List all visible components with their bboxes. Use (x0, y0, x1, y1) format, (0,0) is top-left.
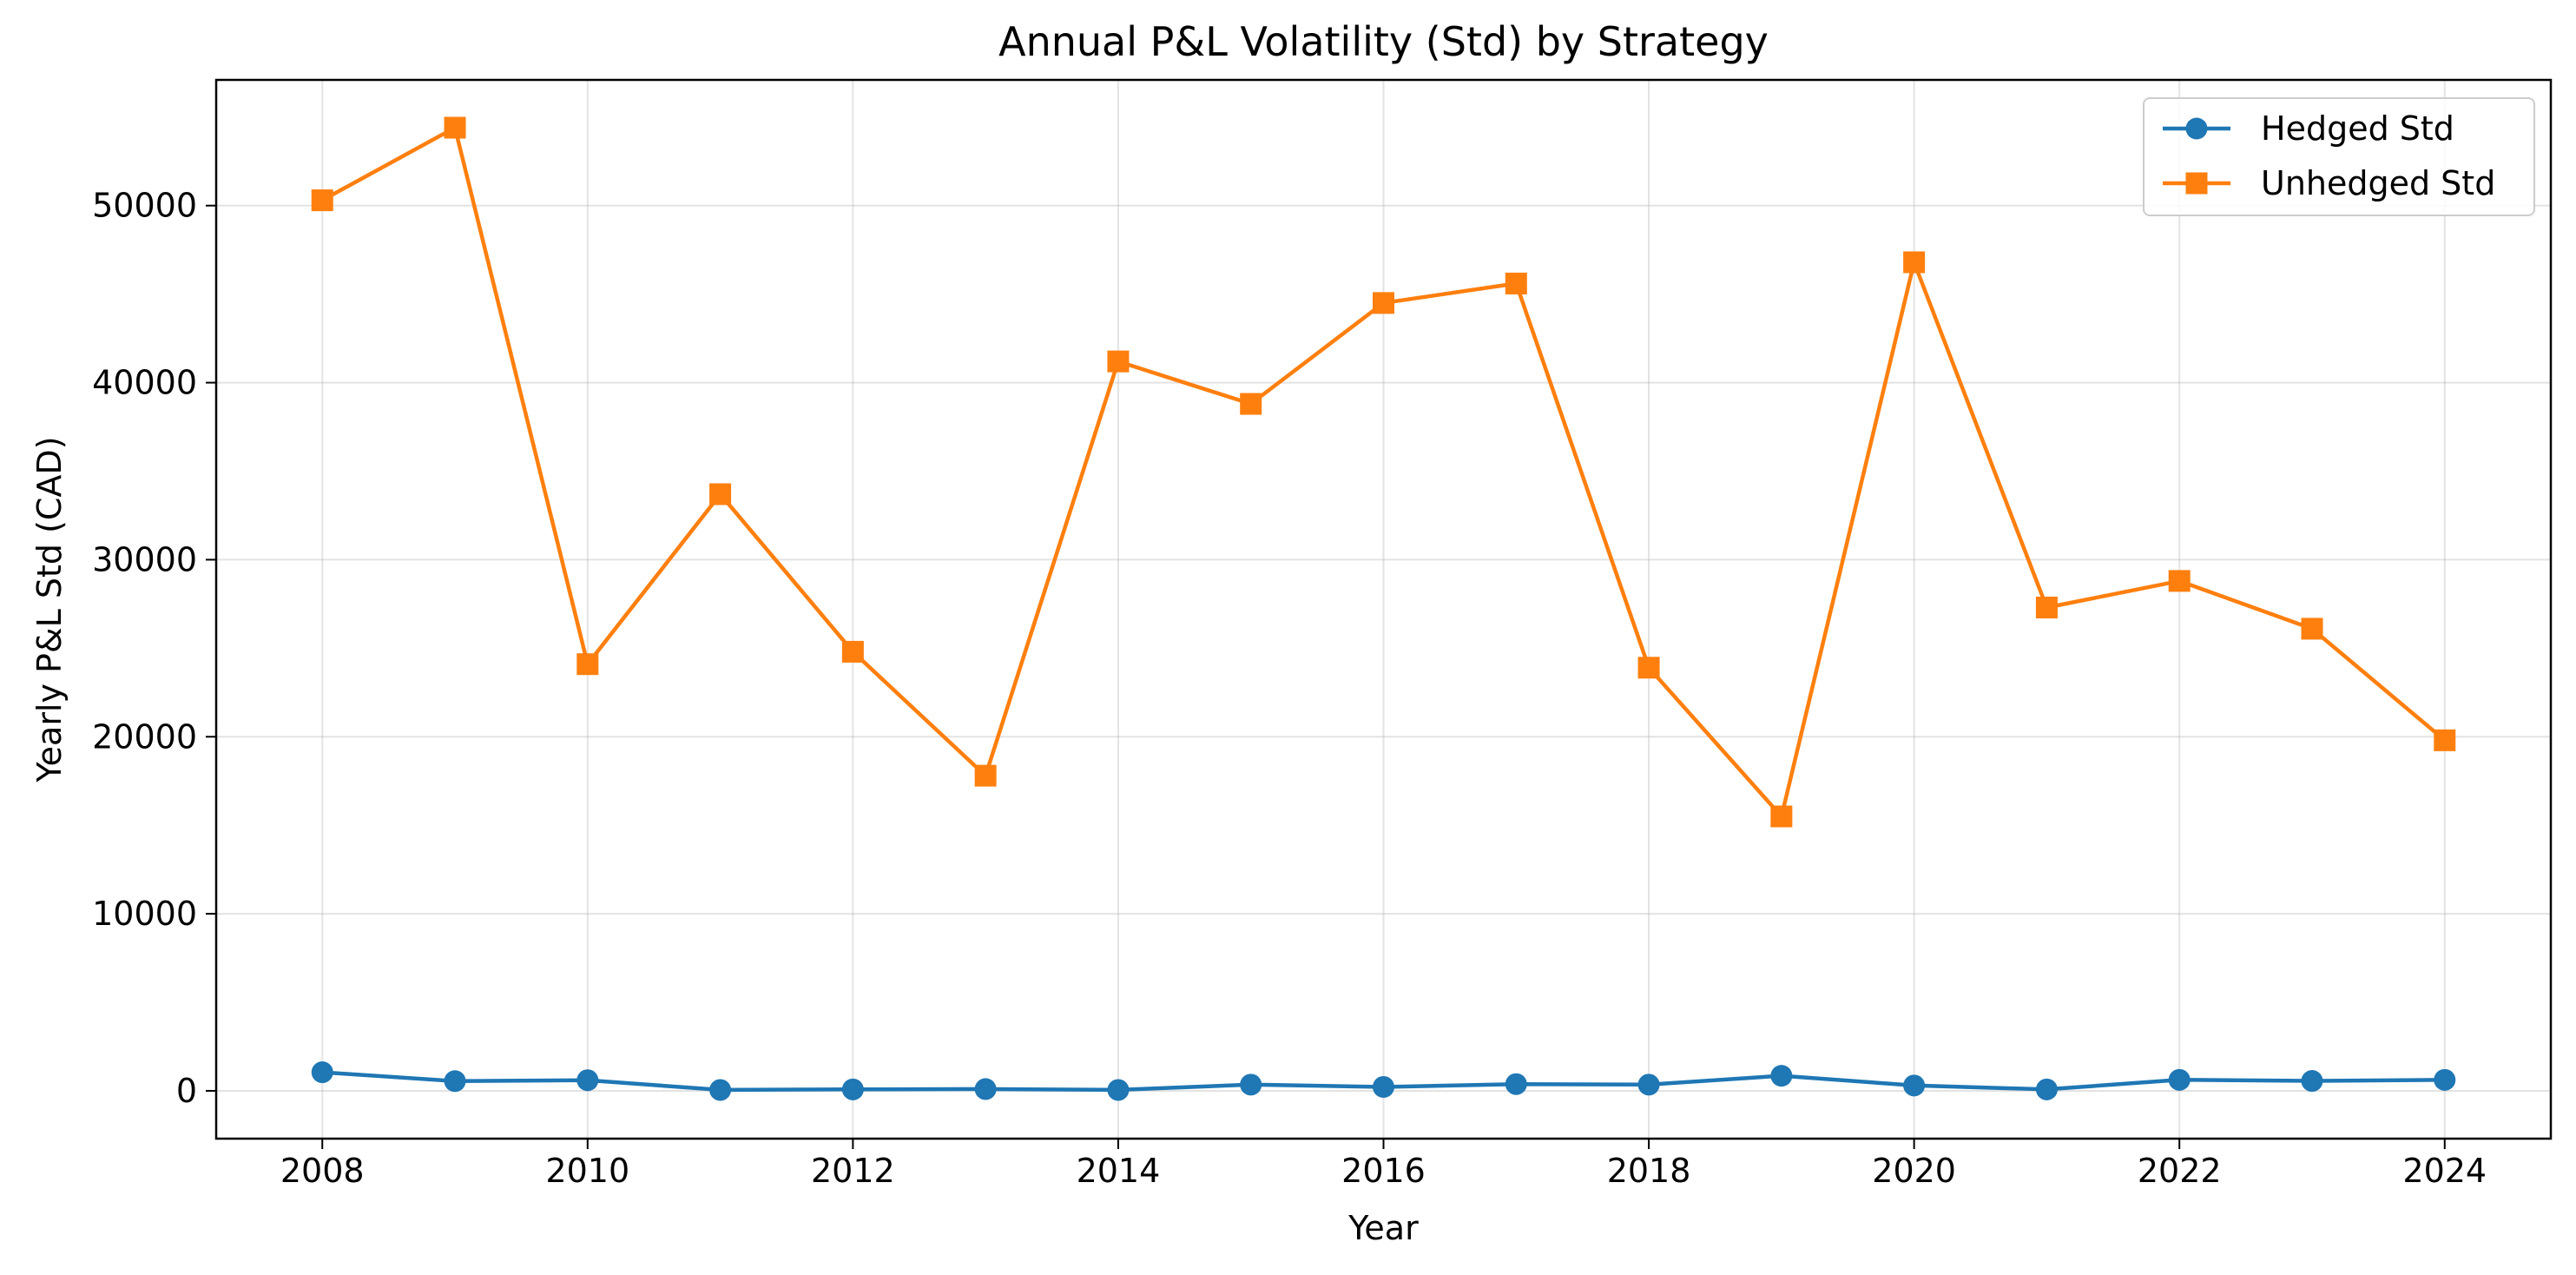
x-tick-label: 2014 (1077, 1152, 1161, 1190)
legend-box (2143, 97, 2535, 216)
data-point (2434, 729, 2456, 751)
data-point (311, 1061, 333, 1084)
x-tick-label: 2024 (2402, 1152, 2487, 1190)
legend-label: Hedged Std (2261, 109, 2454, 148)
data-point (1107, 350, 1130, 373)
data-point (1770, 805, 1793, 828)
x-tick-label: 2020 (1872, 1152, 1956, 1190)
data-point (1505, 272, 1527, 294)
y-axis-title: Yearly P&L Std (CAD) (30, 436, 69, 783)
data-point (576, 653, 599, 676)
legend-item: Unhedged Std (2163, 164, 2495, 202)
data-point (1770, 1065, 1793, 1087)
data-point (1637, 657, 1660, 679)
y-tick-label: 30000 (92, 540, 197, 578)
x-tick-label: 2010 (545, 1152, 629, 1190)
data-point (2301, 618, 2323, 640)
x-tick-label: 2012 (811, 1152, 895, 1190)
data-point (1373, 1075, 1394, 1098)
x-axis-title: Year (1347, 1209, 1419, 1247)
y-tick-label: 20000 (92, 717, 197, 756)
data-point (974, 1078, 997, 1100)
x-tick-label: 2016 (1341, 1152, 1426, 1190)
data-point (2168, 570, 2191, 592)
data-point (974, 764, 997, 787)
x-tick-label: 2022 (2138, 1152, 2222, 1190)
data-point (841, 1078, 864, 1100)
ticks: 2008 2010 2012 2014 2016 2018 2020 2022 2024 0 100… (92, 187, 2487, 1190)
data-point (1240, 1074, 1262, 1096)
data-point (1373, 292, 1394, 314)
x-tick-label: 2008 (280, 1152, 365, 1190)
data-point (444, 116, 466, 139)
y-tick-label: 10000 (92, 895, 197, 933)
data-point (1903, 251, 1926, 274)
data-point (311, 189, 333, 212)
x-tick-label: 2018 (1607, 1152, 1691, 1190)
data-point (709, 1079, 732, 1101)
data-point (2035, 1078, 2058, 1100)
chart-title: Annual P&L Volatility (Std) by Strategy (998, 18, 1769, 65)
legend-item: Hedged Std (2163, 109, 2454, 148)
data-point (2168, 1068, 2191, 1091)
data-point (841, 640, 864, 663)
data-point (1637, 1074, 1660, 1096)
legend-marker (2185, 172, 2208, 195)
legend-marker (2185, 117, 2208, 140)
data-point (1107, 1079, 1130, 1101)
series-unhedged-std (311, 116, 2456, 828)
data-point (444, 1070, 466, 1093)
legend-label: Unhedged Std (2261, 164, 2495, 202)
series-layer (311, 116, 2456, 1101)
y-tick-label: 40000 (92, 364, 197, 402)
data-point (1240, 393, 1262, 415)
y-tick-label: 0 (176, 1072, 197, 1110)
data-point (1903, 1074, 1926, 1097)
data-point (2035, 596, 2058, 618)
data-point (1505, 1073, 1527, 1095)
y-tick-label: 50000 (92, 187, 197, 225)
legend: Hedged Std Unhedged Std (2143, 97, 2535, 216)
data-point (709, 483, 732, 505)
data-point (576, 1069, 599, 1092)
data-point (2301, 1070, 2323, 1093)
data-point (2434, 1068, 2456, 1091)
series-hedged-std (311, 1061, 2456, 1101)
